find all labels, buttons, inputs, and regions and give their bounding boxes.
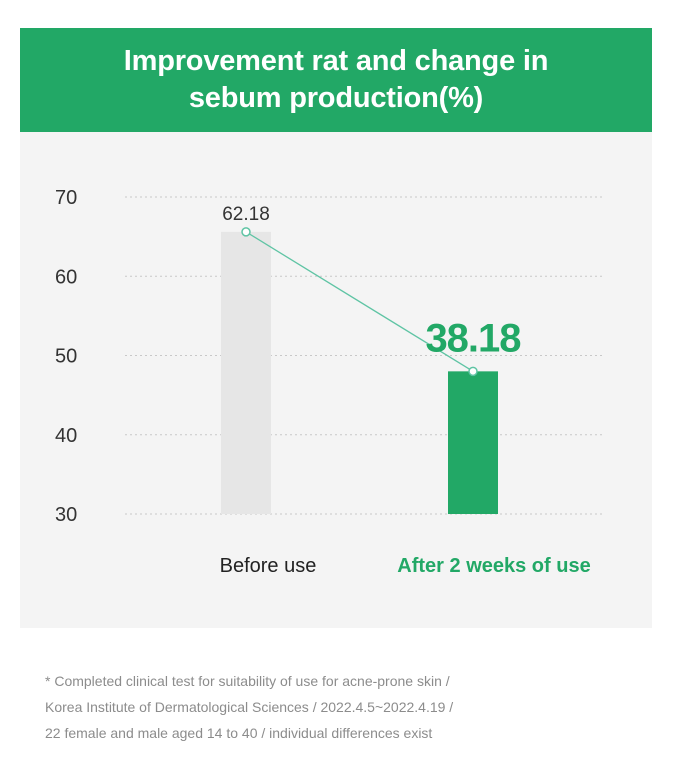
y-tick-label: 70 xyxy=(55,187,77,209)
data-label-after: 38.18 xyxy=(425,316,521,360)
footnote-line: * Completed clinical test for suitabilit… xyxy=(45,673,450,689)
y-tick-label: 60 xyxy=(55,266,77,288)
y-tick-label: 30 xyxy=(55,504,77,526)
y-tick-label: 40 xyxy=(55,425,77,447)
chart-panel: 70 60 50 40 30 62.18 38.18 Before use After 2 we… xyxy=(20,132,652,628)
footnote-line: Korea Institute of Dermatological Scienc… xyxy=(45,699,454,715)
footnote: * Completed clinical test for suitabilit… xyxy=(45,668,645,746)
footnote-line: 22 female and male aged 14 to 40 / indiv… xyxy=(45,725,433,741)
connector-line xyxy=(245,231,474,372)
category-label-before: Before use xyxy=(220,555,317,577)
chart-title: Improvement rat and change in sebum prod… xyxy=(123,45,549,114)
category-label-after: After 2 weeks of use xyxy=(397,555,590,577)
bar-after-use xyxy=(448,371,498,514)
data-label-before: 62.18 xyxy=(222,204,270,225)
data-point xyxy=(468,366,478,377)
bar-before-use xyxy=(221,231,271,514)
chart-title-banner: Improvement rat and change in sebum prod… xyxy=(20,28,652,132)
y-tick-label: 50 xyxy=(55,346,77,368)
data-point xyxy=(241,227,251,237)
bar-chart: 70 60 50 40 30 62.18 38.18 Before use After 2 we… xyxy=(55,187,605,577)
